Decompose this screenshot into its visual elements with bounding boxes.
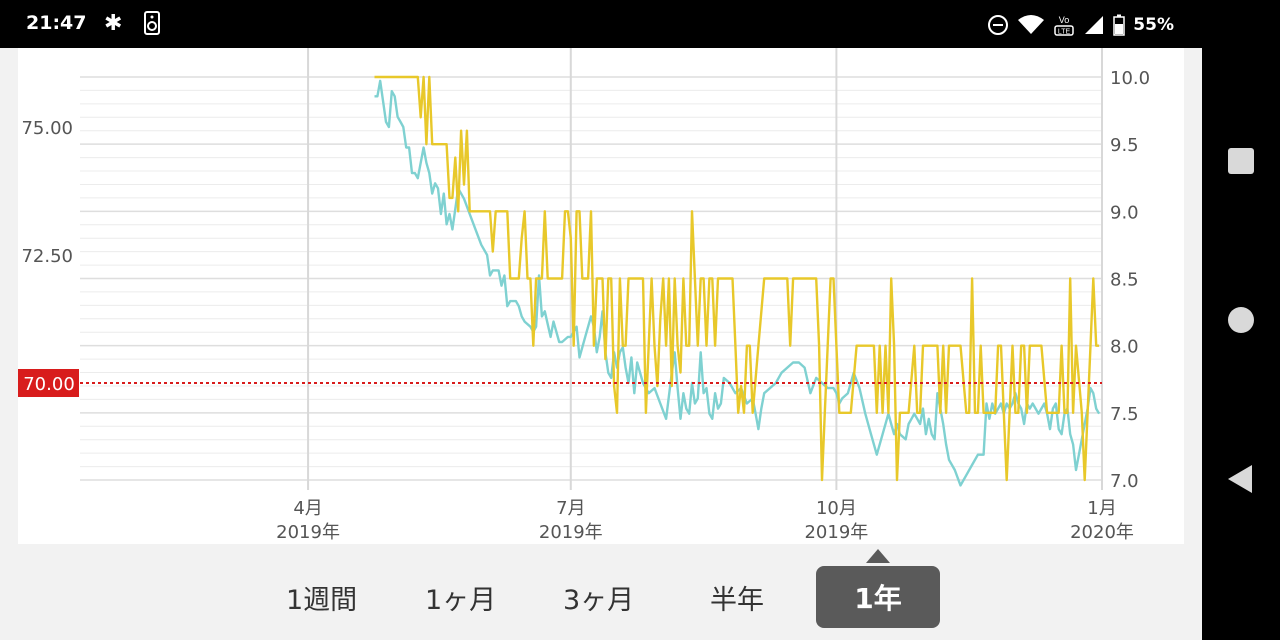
x-axis-month-label: 7月 — [556, 498, 585, 519]
back-button[interactable] — [1228, 465, 1252, 493]
x-axis-year-label: 2019年 — [804, 522, 868, 543]
x-axis-month-label: 10月 — [816, 498, 857, 519]
right-axis-tick-label: 10.0 — [1110, 68, 1150, 89]
target-label: 70.00 — [23, 374, 75, 395]
x-axis-year-label: 2019年 — [539, 522, 603, 543]
chart-card: 75.00 72.50 10.0 9.5 9.0 8.5 8.0 7.5 7.0 4月 2019年 7… — [18, 48, 1184, 544]
home-button[interactable] — [1228, 307, 1254, 333]
status-icons: Vo LTE 55% — [987, 12, 1174, 38]
tab-1-month[interactable]: 1ヶ月 — [425, 585, 497, 616]
bodyfat-series-line — [374, 75, 1100, 482]
battery-icon — [1113, 14, 1126, 36]
recents-button[interactable] — [1228, 148, 1254, 174]
wifi-icon — [1018, 15, 1045, 34]
status-bar: 21:47 ✱ Vo LTE 55% — [0, 0, 1280, 48]
weight-series-line — [374, 79, 1101, 487]
tab-1-week[interactable]: 1週間 — [286, 585, 358, 616]
selected-tab-pointer — [866, 549, 890, 563]
speaker-icon — [144, 11, 160, 39]
left-axis-tick-label: 75.00 — [21, 118, 73, 139]
status-time: 21:47 — [26, 12, 87, 34]
left-axis-tick-label: 72.50 — [21, 246, 73, 267]
target-label-bg — [18, 369, 79, 397]
x-axis-year-label: 2020年 — [1070, 522, 1134, 543]
tab-half-year[interactable]: 半年 — [710, 585, 764, 616]
right-axis-tick-label: 7.0 — [1110, 471, 1139, 492]
svg-text:Vo: Vo — [1059, 15, 1070, 25]
x-axis-month-label: 4月 — [293, 498, 322, 519]
svg-text:LTE: LTE — [1058, 29, 1071, 36]
right-axis-tick-label: 9.5 — [1110, 135, 1139, 156]
tab-1-year-label: 1年 — [854, 582, 902, 615]
range-tabs: 1週間 1ヶ月 3ヶ月 半年 1年 — [0, 560, 1202, 630]
x-axis-year-label: 2019年 — [276, 522, 340, 543]
navigation-bar — [1202, 48, 1280, 640]
right-axis-tick-label: 9.0 — [1110, 202, 1139, 223]
battery-percent: 55% — [1133, 15, 1174, 35]
slack-icon: ✱ — [104, 11, 123, 36]
weight-bodyfat-chart[interactable]: 75.00 72.50 10.0 9.5 9.0 8.5 8.0 7.5 7.0 4月 2019年 7… — [18, 48, 1184, 544]
signal-icon — [1085, 16, 1104, 34]
tab-3-months[interactable]: 3ヶ月 — [563, 585, 635, 616]
x-axis-month-label: 1月 — [1087, 498, 1116, 519]
do-not-disturb-icon — [988, 15, 1009, 35]
right-axis-tick-label: 7.5 — [1110, 404, 1139, 425]
right-axis-tick-label: 8.5 — [1110, 270, 1139, 291]
volte-icon: Vo LTE — [1054, 15, 1075, 36]
tab-1-year[interactable]: 1年 — [816, 566, 940, 628]
right-axis-tick-label: 8.0 — [1110, 337, 1139, 358]
